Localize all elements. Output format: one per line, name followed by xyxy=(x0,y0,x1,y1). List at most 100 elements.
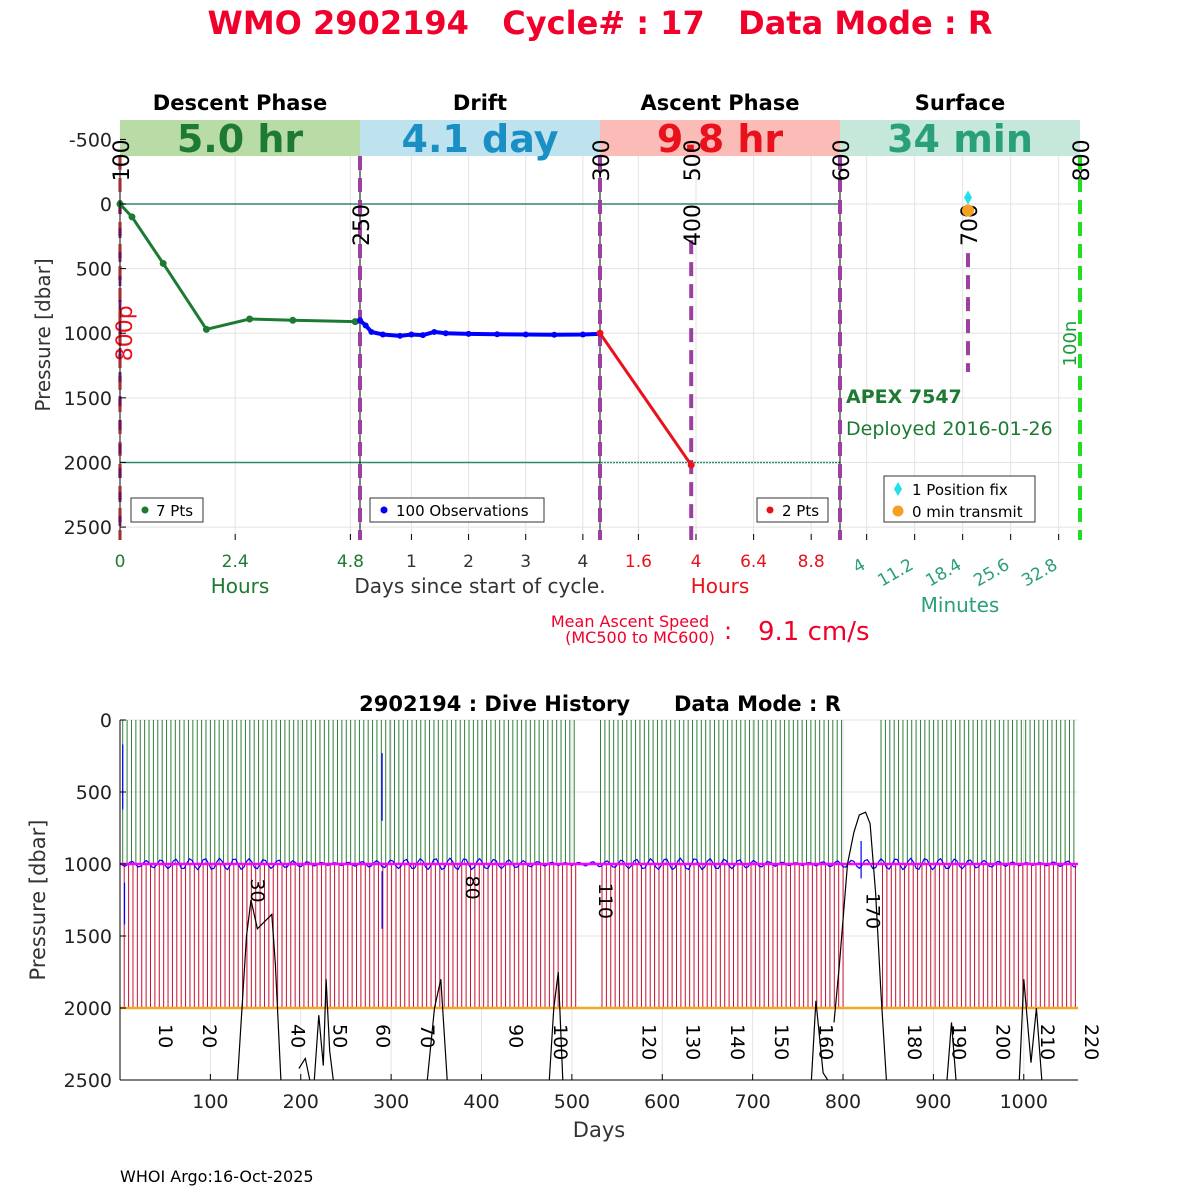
ascent-speed-sublabel: (MC500 to MC600) xyxy=(565,628,715,647)
x-tick-label: 4 xyxy=(577,552,588,572)
cycle-label: 80 xyxy=(461,876,483,900)
y-tick-label: 1000 xyxy=(64,323,112,345)
x-tick-label: 2.4 xyxy=(222,552,249,572)
phase-duration-drift: 4.1 day xyxy=(402,117,559,161)
ascent-point xyxy=(596,329,604,337)
mission-label: 300 xyxy=(590,139,615,181)
temperature-trace xyxy=(313,979,334,1081)
descent-point xyxy=(128,213,136,221)
y-tick-label: 1500 xyxy=(64,388,112,410)
descent-point xyxy=(289,316,297,324)
drift-point xyxy=(397,332,403,339)
y-tick-label: 500 xyxy=(76,259,112,281)
drift-point xyxy=(442,330,449,337)
ascent-speed-colon: : xyxy=(724,617,732,645)
x-unit-descent: Hours xyxy=(211,574,270,598)
drift-point xyxy=(579,331,586,338)
x-tick-label: 100 xyxy=(192,1091,228,1113)
ascent-legend-swatch xyxy=(766,506,774,514)
cycle-label: 100 xyxy=(549,1024,571,1060)
x-unit-ascent: Hours xyxy=(691,574,750,598)
descent-point xyxy=(351,318,359,326)
ascent-speed-readout: Mean Ascent Speed (MC500 to MC600) : 9.1… xyxy=(551,612,870,647)
phase-title-surface: Surface xyxy=(915,91,1005,115)
drift-point xyxy=(522,331,529,338)
mission-label: 400 xyxy=(681,204,706,246)
y-tick-label: 2000 xyxy=(64,452,112,474)
cycle-label: 30 xyxy=(246,878,268,902)
cycle-label: 140 xyxy=(726,1024,748,1060)
phase-band-drift xyxy=(360,120,600,156)
x-tick-label: 400 xyxy=(463,1091,499,1113)
temperature-trace xyxy=(1018,979,1043,1081)
drift-point xyxy=(357,317,363,324)
drift-point xyxy=(494,331,501,338)
x-unit-surface: Minutes xyxy=(921,593,1000,617)
phase-duration-surface: 34 min xyxy=(887,117,1033,161)
x-unit-drift: Days since start of cycle. xyxy=(354,574,605,598)
cycle-label: 220 xyxy=(1080,1024,1102,1060)
drift-legend xyxy=(369,497,545,523)
drift-point xyxy=(419,332,426,339)
x-tick-label: 800 xyxy=(825,1091,861,1113)
cycle-label: 20 xyxy=(198,1024,220,1048)
y-axis-label: Pressure [dbar] xyxy=(26,820,50,981)
x-tick-label: 4.8 xyxy=(337,552,364,572)
y-axis-label: Pressure [dbar] xyxy=(31,258,55,411)
mission-label: 500 xyxy=(681,139,706,181)
surface-label: 100n xyxy=(1060,321,1081,367)
x-tick-label: 0 xyxy=(115,552,126,572)
y-tick-label: 2500 xyxy=(64,517,112,539)
drift-point xyxy=(408,331,415,338)
cycle-label: 50 xyxy=(328,1024,350,1048)
y-tick-label: 0 xyxy=(100,710,112,732)
cycle-label: 60 xyxy=(372,1024,394,1048)
temperature-trace xyxy=(298,1056,311,1081)
position-fix-marker xyxy=(964,190,972,205)
phase-duration-ascent: 9.8 hr xyxy=(657,117,784,161)
y-tick-label: 1000 xyxy=(64,854,112,876)
drift-point xyxy=(431,328,438,335)
mission-label: 100 xyxy=(110,139,135,181)
drift-point xyxy=(368,328,375,335)
x-tick-label: 900 xyxy=(915,1091,951,1113)
y-tick-label: 500 xyxy=(76,782,112,804)
x-tick-label: 11.2 xyxy=(874,555,917,591)
footer-credit: WHOI Argo:16-Oct-2025 xyxy=(120,1167,314,1186)
cycle-label: 210 xyxy=(1036,1024,1058,1060)
x-tick-label: 4 xyxy=(850,555,869,578)
surface-legend xyxy=(883,475,1036,523)
descent-legend-label: 7 Pts xyxy=(156,502,193,520)
drift-point xyxy=(465,330,472,337)
temperature-trace xyxy=(426,979,448,1081)
x-tick-label: 600 xyxy=(644,1091,680,1113)
ascent-point xyxy=(687,461,695,469)
x-tick-label: 32.8 xyxy=(1018,555,1061,591)
float-model: APEX 7547 xyxy=(846,386,962,408)
x-tick-label: 8.8 xyxy=(798,552,825,572)
ascent-line xyxy=(598,332,693,466)
dive-history-plot: 30 80 110 170 10 20 40 50 60 70 90 100 120 130 140 150 1… xyxy=(26,710,1102,1142)
drift-point xyxy=(379,331,386,338)
x-tick-label: 6.4 xyxy=(740,552,767,572)
temperature-trace xyxy=(236,899,282,1081)
x-tick-label: 3 xyxy=(520,552,531,572)
x-tick-label: 1.6 xyxy=(625,552,652,572)
x-tick-label: 18.4 xyxy=(922,555,965,591)
drift-legend-swatch xyxy=(380,506,388,514)
figure-title: WMO 2902194 Cycle# : 17 Data Mode : R xyxy=(208,4,993,42)
x-tick-label: 2 xyxy=(463,552,474,572)
x-tick-label: 300 xyxy=(373,1091,409,1113)
temperature-trace xyxy=(810,1000,829,1081)
cycle-label: 200 xyxy=(992,1024,1014,1060)
phase-title-ascent: Ascent Phase xyxy=(641,91,800,115)
surface-legend-transmit-swatch xyxy=(892,505,904,517)
x-tick-label: 1000 xyxy=(1000,1091,1048,1113)
cycle-label: 10 xyxy=(154,1024,176,1048)
surface-legend-transmit-label: 0 min transmit xyxy=(912,503,1023,521)
x-axis-label: Days xyxy=(573,1118,625,1142)
cycle-label: 120 xyxy=(637,1024,659,1060)
y-tick-label: -500 xyxy=(69,129,112,151)
